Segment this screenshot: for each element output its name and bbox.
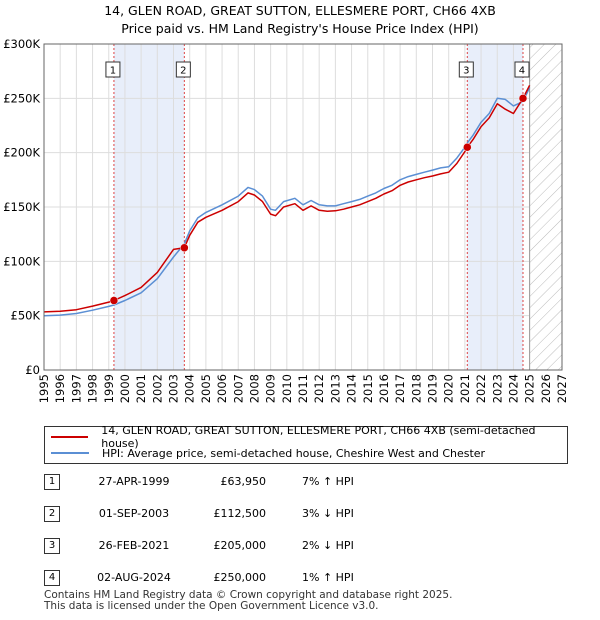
- forecast-region: [529, 44, 562, 370]
- x-tick-label: 2006: [215, 374, 229, 403]
- x-tick-label: 2005: [199, 374, 213, 403]
- x-tick-label: 2026: [539, 374, 553, 403]
- transaction-hpi-diff: 1% ↑ HPI: [302, 571, 354, 584]
- x-tick-label: 1995: [37, 374, 51, 403]
- transaction-date: 26-FEB-2021: [98, 539, 170, 552]
- sale-number-box: [514, 61, 530, 78]
- sale-number-label: 4: [519, 66, 525, 77]
- x-tick-label: 2027: [555, 374, 569, 403]
- sale-markers: 1 2 3 4: [105, 44, 530, 370]
- x-tick-label: 2015: [361, 374, 375, 403]
- x-tick-label: 2018: [409, 374, 423, 403]
- x-tick-label: 2003: [167, 374, 181, 403]
- transaction-number: 3: [44, 538, 60, 554]
- transaction-hpi-diff: 7% ↑ HPI: [302, 475, 354, 488]
- transaction-row: 3 26-FEB-2021 £205,000 2% ↓ HPI: [44, 538, 444, 554]
- x-tick-label: 1997: [69, 374, 83, 403]
- transaction-date: 01-SEP-2003: [98, 507, 170, 520]
- x-tick-label: 2023: [490, 374, 504, 403]
- series: [43, 84, 531, 317]
- x-tick-label: 2007: [231, 374, 245, 403]
- x-tick-label: 2020: [442, 374, 456, 403]
- x-tick-label: 2025: [523, 374, 537, 403]
- x-tick-label: 2021: [458, 374, 472, 403]
- footer-licence: This data is licensed under the Open Gov…: [44, 600, 379, 612]
- x-tick-label: 2000: [118, 374, 132, 403]
- sale-point: [180, 243, 189, 252]
- x-tick-label: 2014: [345, 374, 359, 403]
- sale-point: [463, 142, 472, 152]
- sale-point: [109, 296, 119, 305]
- x-tick-label: 2017: [393, 374, 407, 403]
- x-tick-label: 2024: [506, 374, 520, 403]
- transaction-price: £63,950: [220, 475, 267, 488]
- x-tick-label: 2022: [474, 374, 488, 403]
- legend-item-property: 14, GLEN ROAD, GREAT SUTTON, ELLESMERE P…: [51, 424, 567, 450]
- x-tick-label: 2011: [296, 374, 310, 403]
- y-tick-label: £200K: [3, 146, 40, 160]
- sale-number-box: [458, 61, 474, 78]
- sale-point: [518, 94, 528, 103]
- sale-number-label: 1: [110, 66, 116, 77]
- sale-number-label: 2: [180, 66, 186, 77]
- legend-label-hpi: HPI: Average price, semi-detached house,…: [102, 446, 486, 460]
- transaction-price: £112,500: [213, 507, 267, 520]
- transaction-number: 1: [44, 474, 60, 490]
- x-tick-label: 2002: [150, 374, 164, 403]
- transaction-row: 1 27-APR-1999 £63,950 7% ↑ HPI: [44, 474, 444, 490]
- x-tick-label: 2004: [183, 374, 197, 403]
- x-tick-label: 2019: [426, 374, 440, 403]
- legend: 14, GLEN ROAD, GREAT SUTTON, ELLESMERE P…: [44, 424, 568, 464]
- x-tick-label: 2008: [247, 374, 261, 403]
- y-tick-label: £100K: [3, 254, 40, 268]
- transaction-hpi-diff: 2% ↓ HPI: [302, 539, 354, 552]
- sale-number-label: 3: [463, 66, 469, 77]
- transaction-date: 02-AUG-2024: [97, 571, 171, 584]
- y-tick-label: £50K: [11, 309, 41, 323]
- y-tick-label: £250K: [3, 91, 40, 105]
- transaction-row: 4 02-AUG-2024 £250,000 1% ↑ HPI: [44, 570, 444, 586]
- plot-frame: [43, 43, 563, 371]
- transaction-number: 2: [44, 506, 60, 522]
- y-tick-label: £0: [25, 363, 40, 377]
- transaction-date: 27-APR-1999: [98, 475, 170, 488]
- forecast-hatch: [529, 44, 562, 370]
- x-tick-label: 2009: [264, 374, 278, 403]
- x-tick-label: 1996: [53, 374, 67, 403]
- chart-title-subtitle: Price paid vs. HM Land Registry's House …: [121, 21, 479, 36]
- chart-title-address: 14, GLEN ROAD, GREAT SUTTON, ELLESMERE P…: [104, 3, 496, 18]
- x-tick-label: 2013: [328, 374, 342, 403]
- footer: Contains HM Land Registry data © Crown c…: [44, 590, 452, 612]
- x-tick-label: 2012: [312, 374, 326, 403]
- legend-item-hpi: HPI: Average price, semi-detached house,…: [51, 445, 485, 461]
- legend-line-hpi: [51, 452, 89, 454]
- x-tick-label: 2010: [280, 374, 294, 403]
- transaction-hpi-diff: 3% ↓ HPI: [302, 507, 354, 520]
- x-tick-label: 1999: [102, 374, 116, 403]
- x-tick-label: 2016: [377, 374, 391, 403]
- y-tick-label: £150K: [3, 200, 40, 214]
- sale-number-box: [175, 61, 191, 78]
- footer-copyright: Contains HM Land Registry data © Crown c…: [44, 589, 453, 601]
- legend-line-property: [51, 436, 89, 438]
- legend-label-property: 14, GLEN ROAD, GREAT SUTTON, ELLESMERE P…: [101, 424, 536, 450]
- x-tick-label: 2001: [134, 374, 148, 403]
- transaction-row: 2 01-SEP-2003 £112,500 3% ↓ HPI: [44, 506, 444, 522]
- x-tick-label: 1998: [86, 374, 100, 403]
- y-tick-label: £300K: [3, 37, 40, 51]
- transaction-price: £250,000: [213, 571, 267, 584]
- transaction-number: 4: [44, 570, 60, 586]
- transaction-price: £205,000: [213, 539, 267, 552]
- sale-number-box: [105, 61, 121, 78]
